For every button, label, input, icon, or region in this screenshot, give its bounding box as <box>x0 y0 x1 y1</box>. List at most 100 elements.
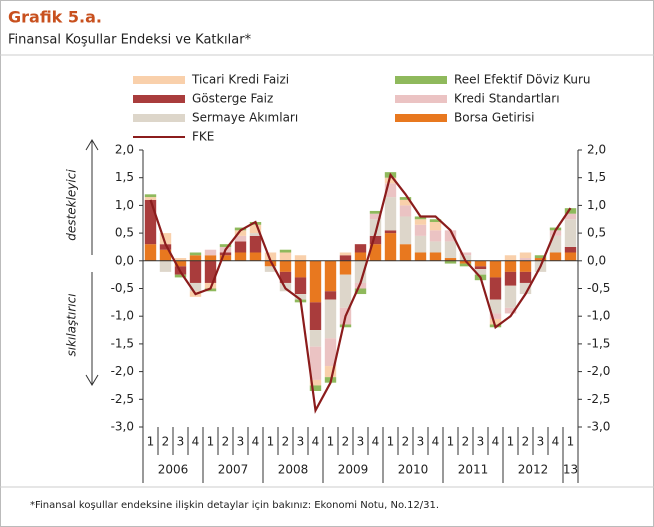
x-tick-label: 4 <box>372 435 380 449</box>
x-tick-label: 3 <box>297 435 305 449</box>
bar-segment <box>564 213 577 220</box>
bar-segment <box>309 379 322 386</box>
chart-subtitle: Finansal Koşullar Endeksi ve Katkılar* <box>8 33 252 48</box>
bar-segment <box>249 233 262 236</box>
bar-segment <box>324 299 337 339</box>
y-tick-label: -2,5 <box>111 392 134 406</box>
bar-segment <box>564 246 577 253</box>
bar-segment <box>294 294 307 300</box>
bar-segment <box>429 219 442 223</box>
x-tick-label: 2 <box>522 435 530 449</box>
bar-segment <box>429 230 442 242</box>
bar-segment <box>204 288 217 292</box>
x-group-label: 13 <box>563 463 578 477</box>
bar-segment <box>234 227 247 231</box>
arrows <box>85 139 99 386</box>
bar-segment <box>354 244 367 253</box>
bar-segment <box>519 260 532 272</box>
bar-segment <box>294 260 307 278</box>
legend-swatch <box>395 114 447 122</box>
y2-tick-label: 0,5 <box>587 226 606 240</box>
bar-segment <box>429 241 442 253</box>
bar-segment <box>459 255 472 261</box>
y-tick-label: 0,0 <box>115 253 134 267</box>
legend-swatch <box>395 95 447 103</box>
bar-segment <box>444 260 457 264</box>
bar-segment <box>309 385 322 391</box>
bar-segment <box>534 255 547 259</box>
x-tick-label: 1 <box>147 435 155 449</box>
bar-segment <box>489 299 502 314</box>
x-tick-label: 2 <box>282 435 290 449</box>
y2-tick-label: -1,5 <box>587 336 610 350</box>
bar-segment <box>399 244 412 261</box>
bar-segment <box>309 346 322 380</box>
bar-segment <box>444 241 457 259</box>
bar-segment <box>144 244 157 261</box>
bar-segment <box>174 258 187 261</box>
legend-label: Kredi Standartları <box>454 92 560 106</box>
bar-segment <box>144 194 157 198</box>
bar-segment <box>324 366 337 378</box>
bar-segment <box>294 277 307 295</box>
bar-segment <box>294 255 307 261</box>
x-tick-label: 2 <box>342 435 350 449</box>
bar-segment <box>444 230 457 242</box>
y2-tick-label: 2,0 <box>587 143 606 157</box>
y-tick-label: -1,0 <box>111 309 134 323</box>
bar-segment <box>504 285 517 308</box>
x-tick-label: 1 <box>447 435 455 449</box>
annotation: sıkılaştırıcı <box>65 293 79 356</box>
bar-segment <box>339 274 352 308</box>
bar-segment <box>279 271 292 283</box>
y-tick-label: 0,5 <box>115 226 134 240</box>
y2-tick-label: -0,5 <box>587 281 610 295</box>
bar-segment <box>249 235 262 253</box>
bar-segment <box>369 219 382 236</box>
bar-segment <box>399 205 412 217</box>
bar-segment <box>459 252 472 256</box>
bar-segment <box>384 233 397 261</box>
x-tick-label: 1 <box>207 435 215 449</box>
bar-segment <box>474 260 487 267</box>
bar-segment <box>564 252 577 261</box>
y2-tick-label: -2,5 <box>587 392 610 406</box>
x-group-label: 2006 <box>158 463 189 477</box>
bar-segment <box>219 244 232 247</box>
bar-segment <box>354 252 367 261</box>
bar-segment <box>189 282 202 292</box>
bar-segment <box>354 282 367 289</box>
bar-segment <box>249 252 262 261</box>
bar-segment <box>339 252 352 256</box>
bar-segment <box>324 338 337 367</box>
bar-segment <box>279 260 292 272</box>
bar-segment <box>519 252 532 259</box>
y-tick-label: 1,5 <box>115 170 134 184</box>
x-group-label: 2009 <box>338 463 369 477</box>
y2-tick-label: 0,0 <box>587 253 606 267</box>
bar-segment <box>339 255 352 261</box>
x-tick-label: 4 <box>552 435 560 449</box>
x-tick-label: 1 <box>507 435 515 449</box>
bar-segment <box>549 235 562 253</box>
bar-segment <box>459 263 472 267</box>
x-tick-label: 4 <box>252 435 260 449</box>
bar-segment <box>309 302 322 331</box>
bar-segment <box>309 330 322 347</box>
bar-segment <box>174 260 187 267</box>
bar-segment <box>489 313 502 319</box>
bar-segment <box>474 269 487 275</box>
bar-segment <box>519 258 532 261</box>
bar-segment <box>339 260 352 275</box>
y-tick-label: -3,0 <box>111 420 134 434</box>
bar-segment <box>399 216 412 245</box>
bar-segment <box>264 252 277 261</box>
bar-segment <box>234 230 247 236</box>
y-tick-label: 1,0 <box>115 198 134 212</box>
bar-segment <box>504 307 517 314</box>
bar-segment <box>144 199 157 245</box>
bar-segment <box>204 260 217 283</box>
bar-segment <box>189 255 202 261</box>
bar-segment <box>159 233 172 245</box>
chart-title: Grafik 5.a. <box>8 8 102 27</box>
